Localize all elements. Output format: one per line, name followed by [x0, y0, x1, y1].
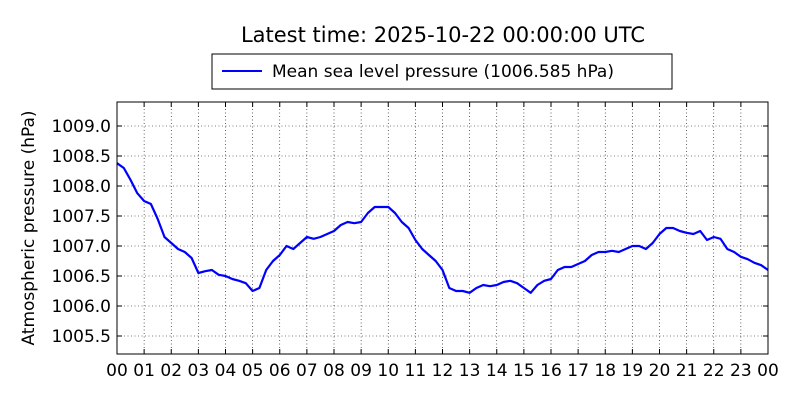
- x-tick-label: 14: [486, 361, 508, 381]
- x-tick-label: 19: [622, 361, 644, 381]
- x-tick-label: 07: [296, 361, 318, 381]
- y-tick-label: 1009.0: [52, 117, 111, 137]
- x-tick-label: 23: [730, 361, 752, 381]
- x-tick-label: 20: [649, 361, 671, 381]
- x-tick-label: 16: [540, 361, 562, 381]
- chart-title: Latest time: 2025-10-22 00:00:00 UTC: [241, 23, 645, 47]
- y-tick-label: 1006.5: [52, 267, 111, 287]
- y-tick-label: 1006.0: [52, 297, 111, 317]
- x-tick-label: 09: [350, 361, 372, 381]
- x-tick-label: 10: [377, 361, 399, 381]
- x-tick-label: 11: [405, 361, 427, 381]
- y-tick-label: 1008.0: [52, 177, 111, 197]
- y-tick-label: 1007.5: [52, 207, 111, 227]
- series-group: [116, 162, 769, 294]
- x-tick-label: 03: [188, 361, 210, 381]
- legend: Mean sea level pressure (1006.585 hPa): [211, 53, 673, 90]
- plot-frame: [116, 101, 769, 355]
- x-tick-label: 04: [215, 361, 237, 381]
- x-tick-label: 22: [703, 361, 725, 381]
- x-tick-label: 13: [459, 361, 481, 381]
- y-axis-label: Atmospheric pressure (hPa): [19, 110, 39, 345]
- x-tick-label: 08: [323, 361, 345, 381]
- pressure-series-line: [116, 162, 769, 294]
- x-tick-label: 17: [567, 361, 589, 381]
- x-tick-label: 06: [269, 361, 291, 381]
- x-tick-label: 21: [676, 361, 698, 381]
- x-tick-label: 01: [133, 361, 155, 381]
- y-tick-labels: 1005.5 1006.0 1006.5 1007.0 1007.5 1008.0 1008…: [52, 117, 111, 347]
- x-tick-label: 18: [594, 361, 616, 381]
- x-tick-label: 00: [757, 361, 779, 381]
- legend-box: [211, 53, 673, 90]
- x-tick-label: 05: [242, 361, 264, 381]
- x-tick-labels: 00 01 02 03 04 05 06 07 08 09 10 11 12 13 14 15 16 17 18 19…: [106, 361, 779, 381]
- x-tick-label: 15: [513, 361, 535, 381]
- y-tick-label: 1007.0: [52, 237, 111, 257]
- x-tick-label: 12: [432, 361, 454, 381]
- y-tick-label: 1008.5: [52, 147, 111, 167]
- y-tick-label: 1005.5: [52, 327, 111, 347]
- x-tick-label: 02: [160, 361, 182, 381]
- legend-label: Mean sea level pressure (1006.585 hPa): [272, 62, 614, 82]
- x-tick-label: 00: [106, 361, 128, 381]
